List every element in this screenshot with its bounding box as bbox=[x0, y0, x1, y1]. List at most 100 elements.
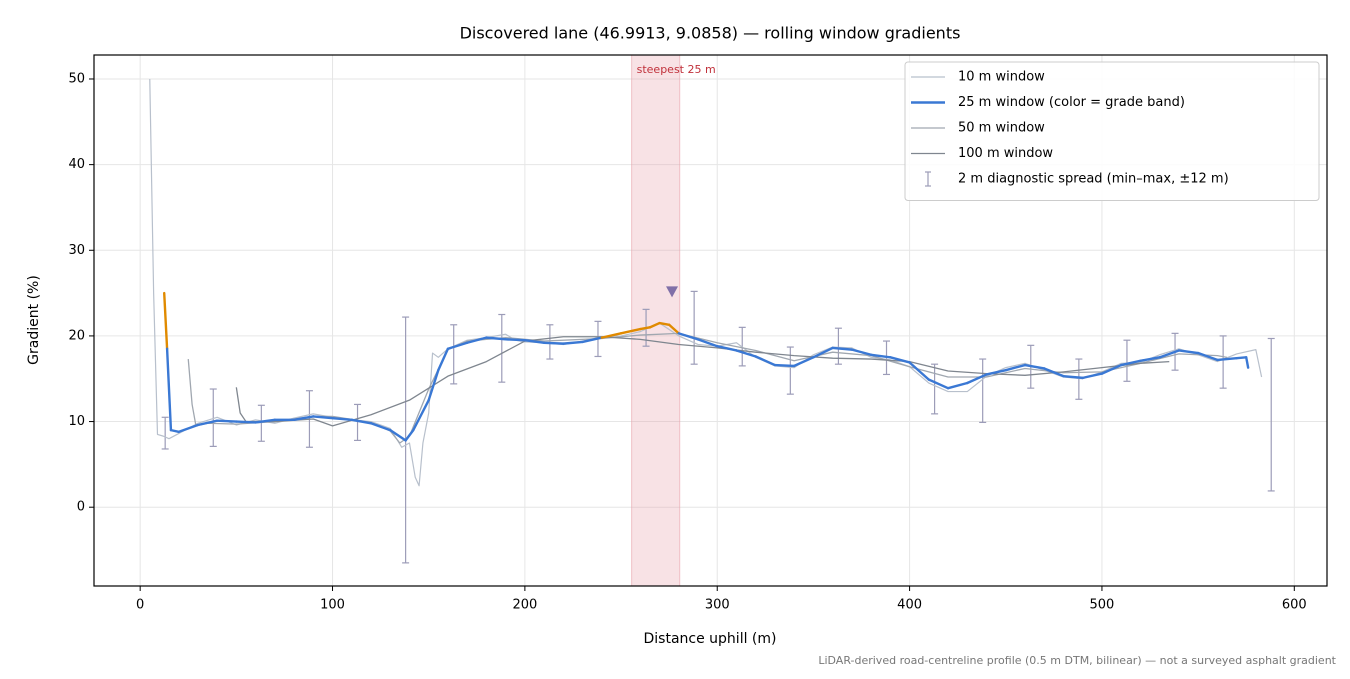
series-segment bbox=[792, 356, 815, 368]
series-segment bbox=[677, 332, 700, 341]
series-segment bbox=[600, 332, 623, 339]
error-bar bbox=[979, 358, 987, 424]
series-segment bbox=[1196, 351, 1219, 362]
series-segment bbox=[1043, 367, 1065, 378]
series-segment bbox=[542, 341, 565, 345]
series-segment bbox=[812, 346, 834, 359]
chart-title: Discovered lane (46.9913, 9.0858) — roll… bbox=[460, 24, 961, 43]
series-segment bbox=[1023, 363, 1046, 370]
series-segment bbox=[639, 326, 652, 331]
legend-label: 100 m window bbox=[958, 146, 1053, 161]
series-segment bbox=[619, 327, 642, 335]
error-bar bbox=[1075, 358, 1083, 400]
x-tick-label: 600 bbox=[1282, 598, 1307, 613]
error-bar bbox=[931, 363, 939, 415]
y-tick-label: 50 bbox=[68, 71, 85, 86]
series-segment bbox=[831, 346, 854, 351]
y-tick-label: 20 bbox=[68, 328, 85, 343]
error-bar bbox=[209, 388, 217, 447]
x-tick-label: 300 bbox=[705, 598, 730, 613]
y-tick-label: 10 bbox=[68, 414, 85, 429]
series-segment bbox=[658, 321, 671, 326]
highlight-label: steepest 25 m bbox=[637, 63, 716, 76]
peak-marker bbox=[666, 286, 679, 298]
series-segment bbox=[1235, 356, 1248, 360]
series-segment bbox=[869, 353, 892, 359]
x-tick-label: 200 bbox=[512, 598, 537, 613]
series-segment bbox=[1081, 372, 1104, 380]
y-tick-label: 30 bbox=[68, 243, 85, 258]
legend-label: 10 m window bbox=[958, 70, 1045, 85]
series-segment bbox=[696, 338, 719, 348]
series-segment bbox=[1158, 349, 1181, 359]
x-axis-label: Distance uphill (m) bbox=[644, 631, 777, 647]
series-segment bbox=[648, 321, 661, 329]
series-segment bbox=[389, 428, 407, 442]
error-bar bbox=[1123, 339, 1131, 382]
series-segment bbox=[1119, 359, 1142, 367]
series-segment bbox=[412, 398, 430, 432]
series-segment bbox=[1139, 356, 1161, 362]
series-segment bbox=[165, 347, 173, 432]
series-segment bbox=[292, 415, 315, 422]
y-tick-label: 40 bbox=[68, 157, 85, 172]
series-segment bbox=[163, 291, 169, 350]
series-segment bbox=[773, 363, 796, 368]
series-segment bbox=[369, 422, 392, 432]
series-segment bbox=[889, 356, 911, 364]
error-bar bbox=[354, 403, 362, 442]
footnote: LiDAR-derived road-centreline profile (0… bbox=[818, 654, 1336, 667]
series-segment bbox=[908, 361, 931, 381]
series-segment bbox=[667, 323, 680, 335]
series-segment bbox=[177, 423, 200, 434]
series-segment bbox=[735, 349, 757, 358]
series-segment bbox=[504, 338, 527, 342]
x-tick-label: 0 bbox=[136, 598, 144, 613]
x-tick-label: 500 bbox=[1090, 598, 1115, 613]
series-segment bbox=[215, 419, 238, 423]
series-segment bbox=[1245, 356, 1250, 369]
series-segment bbox=[1100, 363, 1123, 375]
error-bar bbox=[1219, 335, 1227, 389]
series-segment bbox=[350, 418, 373, 425]
series-segment bbox=[581, 336, 604, 344]
series-segment bbox=[1062, 374, 1084, 380]
series-segment bbox=[1177, 349, 1200, 355]
series-segment bbox=[985, 368, 1007, 376]
series-segment bbox=[1216, 356, 1238, 362]
series-segment bbox=[754, 355, 777, 367]
series-segment bbox=[235, 420, 257, 424]
series-segment bbox=[716, 344, 738, 352]
series-segment bbox=[427, 368, 440, 402]
series-segment bbox=[927, 378, 950, 390]
series-segment bbox=[169, 428, 180, 434]
series-line bbox=[235, 336, 1170, 427]
error-bar bbox=[498, 313, 506, 383]
x-tick-label: 100 bbox=[320, 598, 345, 613]
legend-label: 50 m window bbox=[958, 121, 1045, 136]
plot-frame bbox=[93, 54, 1328, 587]
series-segment bbox=[446, 341, 469, 350]
series-segment bbox=[404, 428, 415, 442]
series-segment bbox=[850, 348, 873, 356]
series-segment bbox=[437, 347, 450, 372]
series-segment bbox=[1004, 363, 1027, 372]
legend-label: 2 m diagnostic spread (min–max, ±12 m) bbox=[958, 172, 1229, 187]
series-segment bbox=[966, 373, 988, 385]
x-tick-label: 400 bbox=[897, 598, 922, 613]
series-segment bbox=[196, 419, 219, 427]
series-segment bbox=[946, 381, 969, 390]
series-segment bbox=[562, 340, 584, 345]
series-segment bbox=[465, 336, 488, 344]
error-bar bbox=[257, 404, 265, 442]
series-segment bbox=[523, 338, 546, 344]
series-segment bbox=[312, 415, 334, 420]
error-bar bbox=[161, 416, 169, 450]
legend-label: 25 m window (color = grade band) bbox=[958, 95, 1185, 110]
y-tick-label: 0 bbox=[77, 500, 85, 515]
legend-box bbox=[904, 61, 1320, 201]
error-bar bbox=[1267, 337, 1275, 492]
highlight-band bbox=[631, 54, 681, 587]
series-segment bbox=[485, 336, 507, 341]
